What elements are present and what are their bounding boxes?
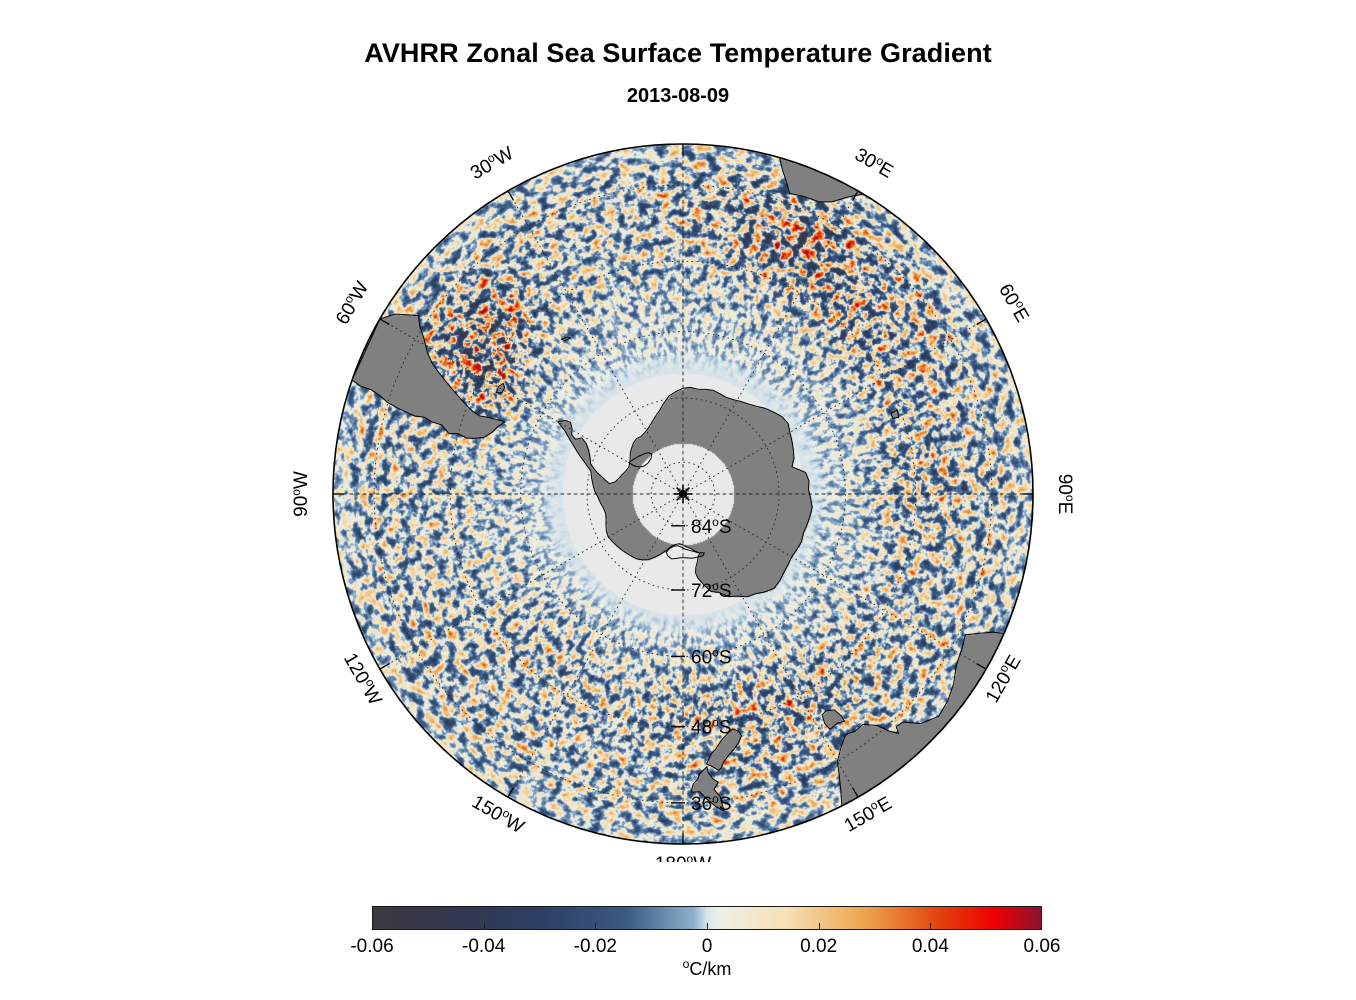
lon-label-90: 90oE <box>1054 474 1077 515</box>
pole-star-ray <box>682 493 690 501</box>
meridian-330 <box>507 190 684 495</box>
pole-star-ray <box>676 487 684 495</box>
colorbar-label-2: -0.02 <box>573 936 617 957</box>
lon-tick-120 <box>976 662 987 670</box>
lat-label-48S: 48oS <box>691 716 732 739</box>
lon-tick--30 <box>507 190 515 201</box>
polar-map: 84oS 72oS 60oS 48oS 36oS 0o 30oE 60oE 90oE 120oE 1… <box>288 122 1078 862</box>
iceshelf-filchner-ronne <box>628 452 653 468</box>
lon-label-30: 30oE <box>851 143 898 183</box>
colorbar-tick-4 <box>818 923 820 930</box>
lon-tick-150 <box>851 787 859 798</box>
lon-label--60: 60oW <box>330 277 373 328</box>
coastline-south-america <box>351 313 506 439</box>
colorbar-label-3: 0 <box>701 936 713 957</box>
coastline-antarctica <box>557 386 813 598</box>
lon-label-120: 120oE <box>980 651 1025 707</box>
coastline-new-zealand-south <box>706 728 742 771</box>
colorbar-label-4: 0.02 <box>800 936 838 957</box>
coastline-africa <box>779 157 864 203</box>
lon-label-60: 60oE <box>994 279 1034 326</box>
lat-label-84S: 84oS <box>691 515 732 538</box>
colorbar-unit-label: oC/km <box>682 957 732 979</box>
lat-label-72S: 72oS <box>691 579 732 602</box>
lon-tick-30 <box>851 190 859 201</box>
page-title: AVHRR Zonal Sea Surface Temperature Grad… <box>364 38 992 68</box>
coastline-kerguelen <box>890 409 900 419</box>
lon-label--150: 150oW <box>468 790 528 838</box>
coastline-australia <box>836 631 1005 806</box>
colorbar-tick-5 <box>930 923 932 930</box>
parallel-84S <box>650 461 716 527</box>
meridian-210 <box>507 493 684 798</box>
lon-label-0: 0o <box>674 122 692 123</box>
colorbar-label-6: 0.06 <box>1023 936 1061 957</box>
colorbar-tick-2 <box>595 923 597 930</box>
meridian-30 <box>682 190 859 495</box>
colorbar-tick-1 <box>483 923 485 930</box>
lon-tick--150 <box>507 787 515 798</box>
lon-label--90: 90oW <box>289 471 312 517</box>
lon-label--30: 30oW <box>466 141 517 184</box>
lon-tick--120 <box>379 662 390 670</box>
lat-label-60S: 60oS <box>691 645 732 668</box>
lat-label-36S: 36oS <box>691 792 732 815</box>
colorbar-label-5: 0.04 <box>911 936 949 957</box>
colorbar: -0.06 -0.04 -0.02 0 0.02 0.04 0.06 <box>350 906 1060 957</box>
lon-label-150: 150oE <box>840 791 896 836</box>
meridian-60 <box>682 318 987 495</box>
iceshelf-ross <box>665 545 705 560</box>
lon-label-180: 180oW <box>655 852 711 862</box>
lon-tick-60 <box>976 318 987 326</box>
lon-label--120: 120oW <box>339 649 387 709</box>
meridian-150 <box>682 493 859 798</box>
map-overlay: 84oS 72oS 60oS 48oS 36oS 0o 30oE 60oE 90oE 120oE 1… <box>289 122 1077 862</box>
colorbar-tick-3 <box>707 923 708 930</box>
colorbar-label-1: -0.04 <box>462 936 506 957</box>
coastline-south-georgia <box>560 336 571 342</box>
page-subtitle: 2013-08-09 <box>626 85 730 107</box>
meridian-240 <box>379 493 684 670</box>
pole-star-ray <box>676 493 684 501</box>
coastline-tasmania <box>821 709 845 730</box>
coastline-falkland-islands <box>495 382 506 394</box>
parallel-60S <box>520 331 846 657</box>
colorbar-label-0: -0.06 <box>350 936 394 957</box>
coastline-new-zealand-north <box>690 766 725 812</box>
degree-sign: o <box>682 957 690 971</box>
pole-star-ray <box>682 487 690 495</box>
lon-tick--60 <box>379 318 390 326</box>
